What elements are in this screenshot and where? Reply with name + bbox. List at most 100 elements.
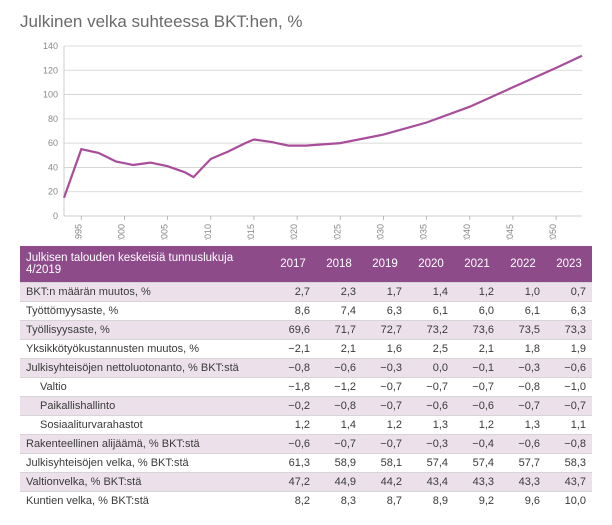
table-row: Yksikkötyökustannusten muutos, %−2,12,11… bbox=[20, 340, 592, 359]
svg-text:40: 40 bbox=[48, 162, 58, 172]
row-value: 6,1 bbox=[500, 302, 546, 321]
row-value: 71,7 bbox=[316, 321, 362, 340]
row-label: Valtionvelka, % BKT:stä bbox=[20, 473, 270, 492]
row-value: 57,4 bbox=[408, 454, 454, 473]
row-value: 58,1 bbox=[362, 454, 408, 473]
row-value: 9,2 bbox=[454, 492, 500, 511]
row-value: 72,7 bbox=[362, 321, 408, 340]
row-label: Julkisyhteisöjen velka, % BKT:stä bbox=[20, 454, 270, 473]
row-value: 10,0 bbox=[546, 492, 592, 511]
row-value: 73,5 bbox=[500, 321, 546, 340]
row-value: −0,3 bbox=[408, 435, 454, 454]
year-header: 2018 bbox=[316, 246, 362, 283]
row-value: −0,1 bbox=[454, 359, 500, 378]
year-header: 2022 bbox=[500, 246, 546, 283]
row-label: Sosiaaliturvarahastot bbox=[20, 416, 270, 435]
row-value: 73,3 bbox=[546, 321, 592, 340]
svg-text:2050: 2050 bbox=[548, 224, 558, 240]
svg-text:1995: 1995 bbox=[73, 224, 83, 240]
row-value: −1,8 bbox=[270, 378, 316, 397]
row-value: 2,5 bbox=[408, 340, 454, 359]
row-value: 57,4 bbox=[454, 454, 500, 473]
debt-chart: 0204060801001201401995200020052010201520… bbox=[20, 40, 592, 240]
row-value: 43,3 bbox=[454, 473, 500, 492]
row-value: −0,8 bbox=[316, 397, 362, 416]
table-row: Työllisyysaste, %69,671,772,773,273,673,… bbox=[20, 321, 592, 340]
svg-text:80: 80 bbox=[48, 114, 58, 124]
row-value: 2,3 bbox=[316, 283, 362, 302]
row-value: 47,2 bbox=[270, 473, 316, 492]
svg-text:20: 20 bbox=[48, 187, 58, 197]
row-value: 6,0 bbox=[454, 302, 500, 321]
row-value: 58,3 bbox=[546, 454, 592, 473]
row-value: 7,4 bbox=[316, 302, 362, 321]
table-row: Valtionvelka, % BKT:stä47,244,944,243,44… bbox=[20, 473, 592, 492]
row-value: 1,4 bbox=[316, 416, 362, 435]
table-row: Sosiaaliturvarahastot1,21,41,21,31,21,31… bbox=[20, 416, 592, 435]
row-value: 1,3 bbox=[500, 416, 546, 435]
row-value: 61,3 bbox=[270, 454, 316, 473]
row-value: −0,7 bbox=[362, 378, 408, 397]
row-value: 57,7 bbox=[500, 454, 546, 473]
table-row: Rakenteellinen alijäämä, % BKT:stä−0,6−0… bbox=[20, 435, 592, 454]
row-value: −0,2 bbox=[270, 397, 316, 416]
year-header: 2021 bbox=[454, 246, 500, 283]
row-value: −1,2 bbox=[316, 378, 362, 397]
row-value: −0,7 bbox=[316, 435, 362, 454]
row-value: −0,8 bbox=[500, 378, 546, 397]
row-value: 8,7 bbox=[362, 492, 408, 511]
table-title-cell: Julkisen talouden keskeisiä tunnuslukuja… bbox=[20, 246, 270, 283]
row-value: 8,6 bbox=[270, 302, 316, 321]
row-value: −0,3 bbox=[500, 359, 546, 378]
svg-text:60: 60 bbox=[48, 138, 58, 148]
row-value: −0,7 bbox=[362, 397, 408, 416]
row-label: Valtio bbox=[20, 378, 270, 397]
svg-text:2010: 2010 bbox=[203, 224, 213, 240]
table-row: Kuntien velka, % BKT:stä8,28,38,78,99,29… bbox=[20, 492, 592, 511]
row-value: 8,3 bbox=[316, 492, 362, 511]
year-header: 2019 bbox=[362, 246, 408, 283]
row-value: −0,8 bbox=[270, 359, 316, 378]
row-value: 1,2 bbox=[270, 416, 316, 435]
row-value: −0,7 bbox=[500, 397, 546, 416]
svg-text:0: 0 bbox=[53, 211, 58, 221]
row-label: BKT:n määrän muutos, % bbox=[20, 283, 270, 302]
indicators-table: Julkisen talouden keskeisiä tunnuslukuja… bbox=[20, 246, 592, 510]
svg-text:2020: 2020 bbox=[289, 224, 299, 240]
row-value: −0,3 bbox=[362, 359, 408, 378]
row-value: 0,0 bbox=[408, 359, 454, 378]
row-value: 1,9 bbox=[546, 340, 592, 359]
svg-text:2000: 2000 bbox=[116, 224, 126, 240]
row-value: 69,6 bbox=[270, 321, 316, 340]
row-value: 6,1 bbox=[408, 302, 454, 321]
row-value: −0,7 bbox=[408, 378, 454, 397]
svg-text:2005: 2005 bbox=[160, 224, 170, 240]
row-value: 1,0 bbox=[500, 283, 546, 302]
svg-text:2045: 2045 bbox=[505, 224, 515, 240]
row-value: −0,8 bbox=[546, 435, 592, 454]
svg-text:2035: 2035 bbox=[419, 224, 429, 240]
row-value: 43,4 bbox=[408, 473, 454, 492]
row-value: −1,0 bbox=[546, 378, 592, 397]
table-row: Paikallishallinto−0,2−0,8−0,7−0,6−0,6−0,… bbox=[20, 397, 592, 416]
year-header: 2023 bbox=[546, 246, 592, 283]
row-value: 1,2 bbox=[454, 283, 500, 302]
year-header: 2020 bbox=[408, 246, 454, 283]
row-value: −0,6 bbox=[408, 397, 454, 416]
row-value: −0,6 bbox=[316, 359, 362, 378]
row-value: 8,2 bbox=[270, 492, 316, 511]
row-value: 58,9 bbox=[316, 454, 362, 473]
row-value: −0,6 bbox=[454, 397, 500, 416]
row-value: 44,9 bbox=[316, 473, 362, 492]
row-value: 1,2 bbox=[454, 416, 500, 435]
row-value: 73,2 bbox=[408, 321, 454, 340]
row-value: 6,3 bbox=[362, 302, 408, 321]
row-label: Julkisyhteisöjen nettoluotonanto, % BKT:… bbox=[20, 359, 270, 378]
row-label: Työllisyysaste, % bbox=[20, 321, 270, 340]
row-value: 2,7 bbox=[270, 283, 316, 302]
row-value: −0,7 bbox=[546, 397, 592, 416]
row-label: Paikallishallinto bbox=[20, 397, 270, 416]
row-value: 43,3 bbox=[500, 473, 546, 492]
svg-text:140: 140 bbox=[43, 41, 58, 51]
row-value: −0,7 bbox=[454, 378, 500, 397]
